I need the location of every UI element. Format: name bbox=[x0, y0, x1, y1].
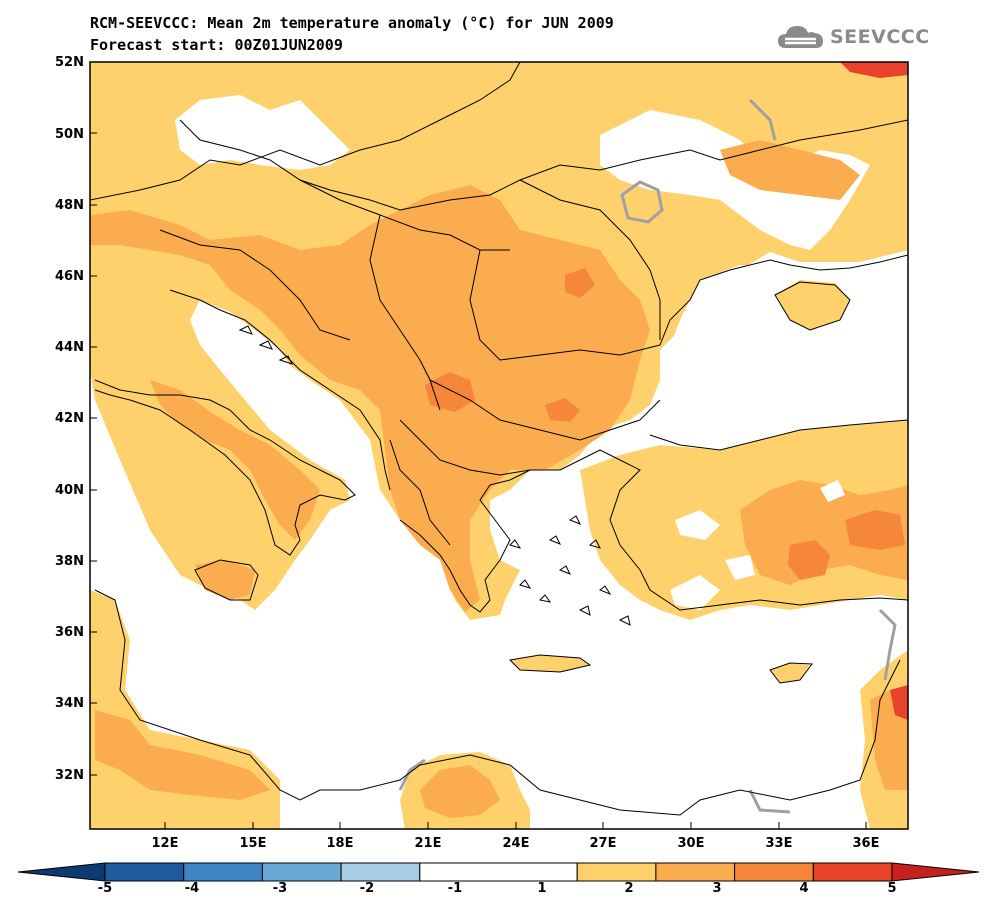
lat-label-40n: 40N bbox=[55, 483, 84, 498]
logo-text: SEEVCCC bbox=[830, 26, 930, 48]
map-title: RCM-SEEVCCC: Mean 2m temperature anomaly… bbox=[90, 14, 614, 32]
colorbar-label-1: 1 bbox=[537, 881, 547, 896]
anomaly-3to4-anatolia-east bbox=[845, 510, 905, 550]
neutral-pocket-3 bbox=[725, 555, 755, 580]
anomaly-map bbox=[89, 61, 909, 830]
colorbar-label-m5: -5 bbox=[97, 881, 113, 896]
map-field bbox=[90, 62, 908, 829]
neutral-pocket-1 bbox=[675, 510, 720, 540]
lon-label-36e: 36E bbox=[852, 836, 880, 851]
anomaly-1to2-cyprus bbox=[770, 663, 810, 683]
colorbar-low-extend bbox=[17, 862, 106, 882]
lat-label-32n: 32N bbox=[55, 768, 84, 783]
colorbar-high-extend bbox=[891, 862, 980, 882]
lat-label-36n: 36N bbox=[55, 625, 84, 640]
lon-label-27e: 27E bbox=[589, 836, 617, 851]
anomaly-4to5-northeast bbox=[840, 62, 908, 78]
colorbar-bin bbox=[576, 862, 657, 882]
zero-contour-moldova bbox=[620, 180, 664, 224]
anomaly-2to3-balkans bbox=[90, 185, 650, 612]
colorbar-label-m4: -4 bbox=[184, 881, 200, 896]
lat-label-42n: 42N bbox=[55, 411, 84, 426]
lat-label-34n: 34N bbox=[55, 696, 84, 711]
lon-label-18e: 18E bbox=[326, 836, 354, 851]
zero-contour-ukraine bbox=[748, 98, 777, 141]
anomaly-3to4-romania bbox=[565, 268, 595, 298]
colorbar-bin bbox=[183, 862, 263, 882]
lon-label-30e: 30E bbox=[677, 836, 705, 851]
lat-label-38n: 38N bbox=[55, 554, 84, 569]
anomaly-2to3-ukraine bbox=[720, 140, 860, 200]
anomaly-2to3-africa bbox=[95, 710, 270, 800]
colorbar-bin bbox=[655, 862, 736, 882]
anomaly-2to3-italy bbox=[150, 380, 320, 540]
anomaly-2to3-libya bbox=[420, 765, 500, 818]
anomaly-4to5-levant bbox=[890, 685, 908, 720]
anomaly-3to4-anatolia-central bbox=[788, 540, 830, 580]
anomaly-1to2-crimea bbox=[775, 280, 850, 330]
colorbar-label-m3: -3 bbox=[272, 881, 288, 896]
neutral-pocket-2 bbox=[670, 575, 720, 610]
lat-label-52n: 52N bbox=[55, 55, 84, 70]
zero-contour-egypt bbox=[748, 789, 791, 814]
cloud-icon bbox=[778, 26, 823, 48]
neutral-pocket-4 bbox=[820, 480, 845, 502]
anomaly-1to2-crete bbox=[510, 655, 590, 672]
colorbar-bin bbox=[419, 862, 578, 882]
zero-contour-libya bbox=[398, 758, 426, 791]
colorbar-label-3: 3 bbox=[712, 881, 722, 896]
colorbar-bin bbox=[261, 862, 342, 882]
anomaly-2to3-anatolia bbox=[740, 480, 908, 585]
colorbar-bin bbox=[340, 862, 421, 882]
lat-label-50n: 50N bbox=[55, 127, 84, 142]
neutral-area-ukraine bbox=[600, 110, 870, 250]
colorbar-label-2: 2 bbox=[624, 881, 634, 896]
colorbar-label-5: 5 bbox=[887, 881, 897, 896]
colorbar-bin bbox=[734, 862, 814, 882]
lon-label-21e: 21E bbox=[414, 836, 442, 851]
colorbar-label-m2: -2 bbox=[359, 881, 375, 896]
lat-label-46n: 46N bbox=[55, 269, 84, 284]
axis-ticks bbox=[90, 61, 867, 829]
colorbar-label-m1: -1 bbox=[447, 881, 463, 896]
lat-label-48n: 48N bbox=[55, 198, 84, 213]
seevccc-logo: SEEVCCC bbox=[776, 22, 930, 52]
map-frame bbox=[89, 61, 909, 830]
lon-label-12e: 12E bbox=[151, 836, 179, 851]
neutral-area-central-europe bbox=[175, 95, 350, 170]
lon-label-15e: 15E bbox=[239, 836, 267, 851]
colorbar-bin bbox=[812, 862, 893, 882]
colorbar-bins bbox=[17, 862, 980, 882]
lon-label-24e: 24E bbox=[502, 836, 530, 851]
lon-label-33e: 33E bbox=[765, 836, 793, 851]
anomaly-3to4-bulgaria bbox=[545, 398, 580, 422]
zero-contour-levant bbox=[878, 608, 897, 681]
coastlines bbox=[94, 254, 908, 816]
colorbar-bin bbox=[104, 862, 185, 882]
lat-label-44n: 44N bbox=[55, 340, 84, 355]
colorbar-label-4: 4 bbox=[799, 881, 809, 896]
forecast-start-subtitle: Forecast start: 00Z01JUN2009 bbox=[90, 36, 343, 54]
